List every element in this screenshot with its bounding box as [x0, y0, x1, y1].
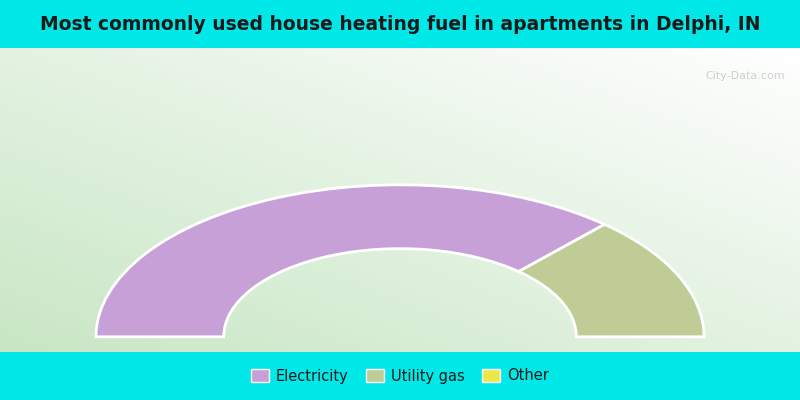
Text: Most commonly used house heating fuel in apartments in Delphi, IN: Most commonly used house heating fuel in… [40, 14, 760, 34]
Wedge shape [518, 224, 704, 337]
Wedge shape [96, 185, 605, 337]
Text: City-Data.com: City-Data.com [705, 71, 785, 81]
Legend: Electricity, Utility gas, Other: Electricity, Utility gas, Other [246, 363, 554, 389]
